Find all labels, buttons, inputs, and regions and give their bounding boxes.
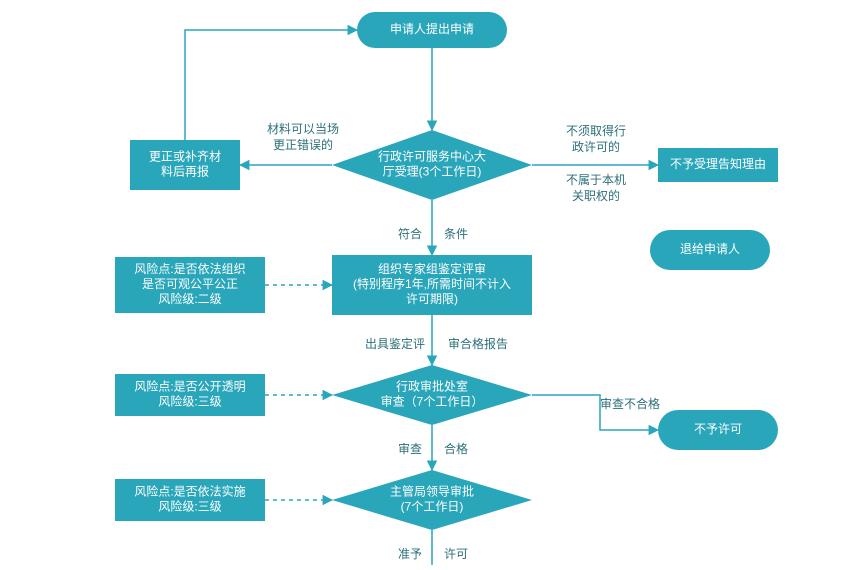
- edge-label-lbl-grant-r: 许可: [444, 547, 468, 561]
- node-text-expert-0: 组织专家组鉴定评审: [378, 261, 486, 276]
- node-risk1: 风险点:是否依法组织是否可观公平公正风险级:二级: [115, 257, 265, 313]
- edge-label-lbl-correct2: 更正错误的: [273, 137, 333, 152]
- node-start: 申请人提出申请: [357, 12, 507, 48]
- node-text-correct-1: 料后再报: [161, 164, 209, 179]
- node-expert: 组织专家组鉴定评审(特别程序1年,所需时间不计入许可期限): [332, 255, 532, 315]
- node-text-expert-2: 许可期限): [406, 292, 458, 306]
- node-text-review-0: 行政审批处室: [396, 379, 468, 394]
- node-text-deny-0: 不予许可: [694, 422, 742, 436]
- node-review: 行政审批处室审查（7个工作日）: [332, 365, 532, 425]
- edge-label-lbl-meet-r: 条件: [444, 227, 468, 241]
- edge-label-lbl-no1b: 政许可的: [572, 139, 620, 154]
- node-deny: 不予许可: [658, 410, 778, 450]
- edge-label-lbl-reportL: 出具鉴定评: [365, 336, 425, 351]
- edge-label-lbl-no2a: 不属于本机: [566, 173, 626, 187]
- node-text-risk3-1: 风险级:三级: [158, 499, 221, 514]
- node-reject1: 不予受理告知理由: [658, 148, 778, 182]
- edge-label-lbl-no2b: 关职权的: [572, 188, 620, 203]
- edge-label-lbl-pass-l: 审查: [398, 441, 422, 456]
- node-text-risk1-2: 风险级:二级: [158, 291, 221, 306]
- node-text-return-0: 退给申请人: [680, 242, 740, 256]
- node-approve: 主管局领导审批(7个工作日): [332, 470, 532, 530]
- node-return: 退给申请人: [650, 230, 770, 270]
- node-text-accept-0: 行政许可服务中心大: [378, 149, 486, 164]
- node-text-risk3-0: 风险点:是否依法实施: [134, 484, 245, 499]
- node-text-expert-1: (特别程序1年,所需时间不计入: [353, 276, 511, 291]
- node-text-reject1-0: 不予受理告知理由: [670, 157, 766, 171]
- node-risk3: 风险点:是否依法实施风险级:三级: [115, 479, 265, 521]
- edge-label-lbl-grant-l: 准予: [398, 547, 422, 561]
- node-text-risk1-0: 风险点:是否依法组织: [134, 261, 245, 276]
- edge-label-lbl-meet-l: 符合: [398, 226, 422, 241]
- node-risk2: 风险点:是否公开透明风险级:三级: [115, 374, 265, 416]
- node-text-start-0: 申请人提出申请: [390, 21, 474, 36]
- edge-label-lbl-reportR: 审合格报告: [448, 336, 508, 351]
- edge-label-lbl-fail: 审查不合格: [600, 396, 660, 411]
- node-text-accept-1: 厅受理(3个工作日): [383, 165, 482, 179]
- node-text-correct-0: 更正或补齐材: [149, 149, 221, 164]
- node-correct: 更正或补齐材料后再报: [130, 140, 240, 190]
- node-accept: 行政许可服务中心大厅受理(3个工作日): [332, 130, 532, 200]
- edge-label-lbl-correct1: 材料可以当场: [267, 122, 339, 136]
- node-text-review-1: 审查（7个工作日）: [381, 394, 484, 409]
- edge-label-lbl-pass-r: 合格: [444, 441, 468, 456]
- node-text-risk2-0: 风险点:是否公开透明: [134, 379, 245, 394]
- edge-label-lbl-no1a: 不须取得行: [566, 123, 626, 138]
- node-text-risk1-1: 是否可观公平公正: [142, 277, 238, 291]
- node-text-approve-0: 主管局领导审批: [390, 484, 474, 499]
- flowchart-canvas: 申请人提出申请行政许可服务中心大厅受理(3个工作日)更正或补齐材料后再报不予受理…: [0, 0, 864, 570]
- node-text-risk2-1: 风险级:三级: [158, 394, 221, 409]
- node-text-approve-1: (7个工作日): [401, 500, 464, 514]
